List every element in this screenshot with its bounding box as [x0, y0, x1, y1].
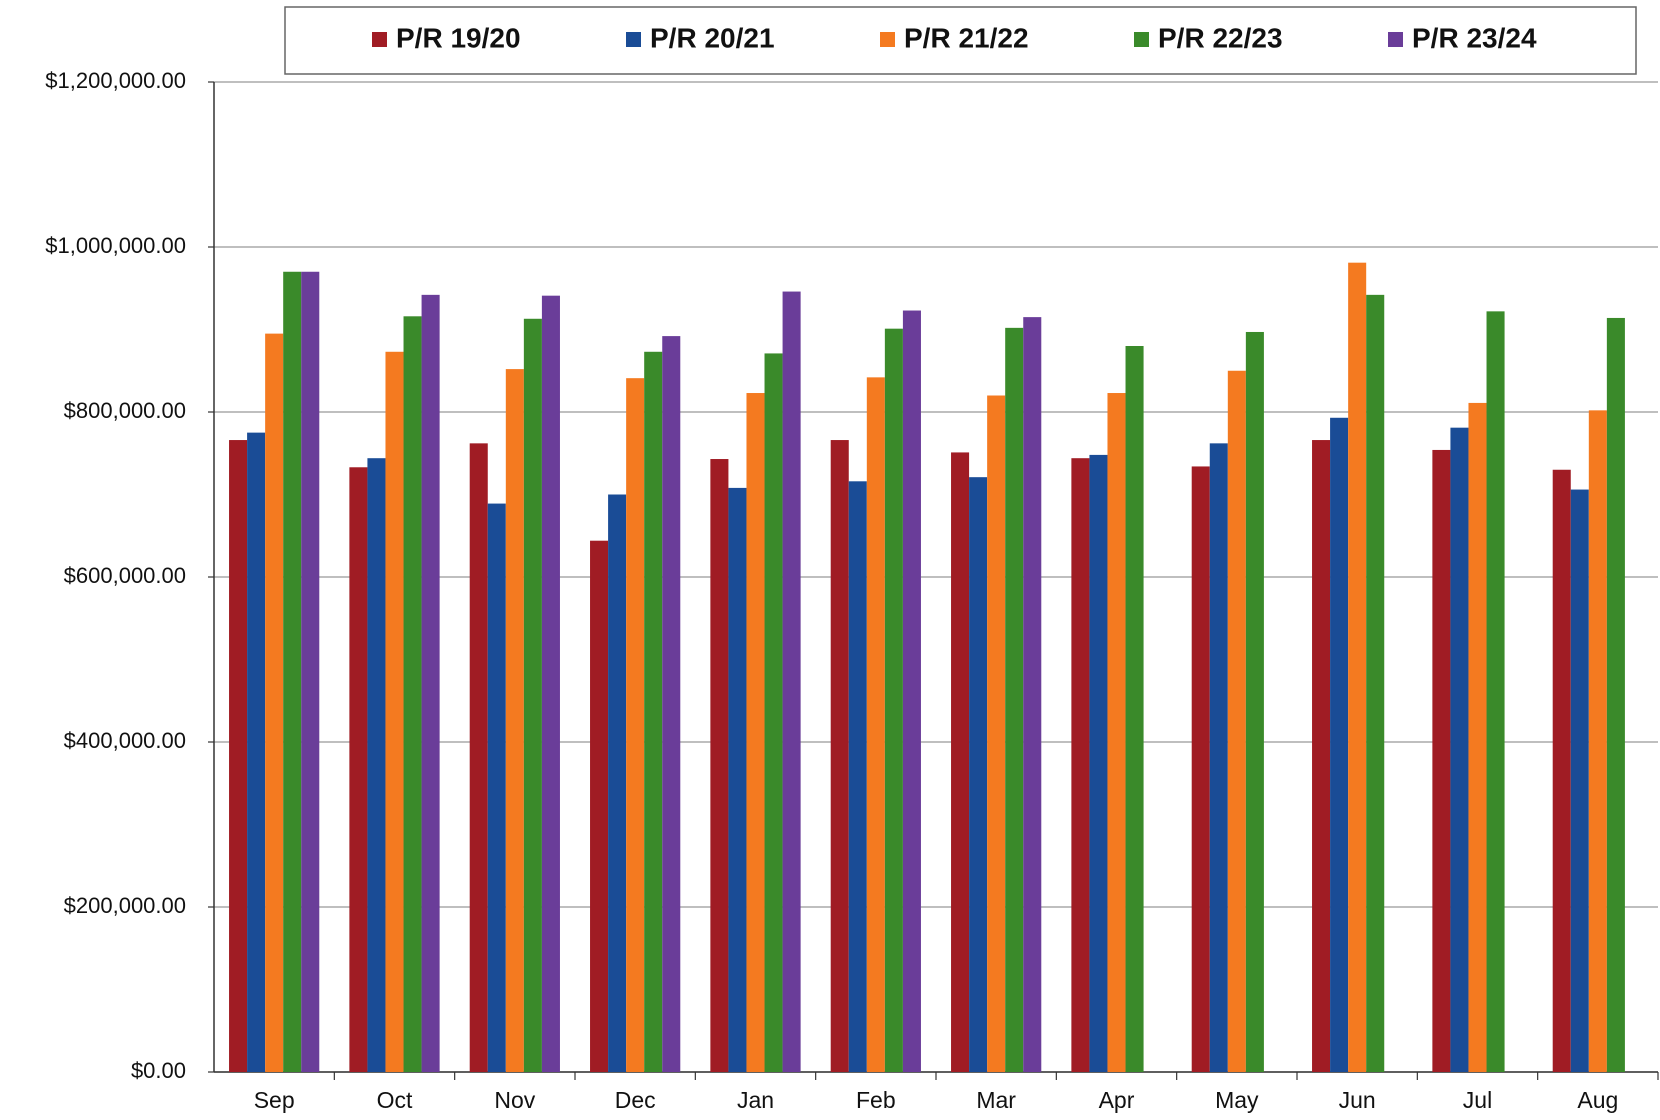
bar: [1468, 402, 1487, 1072]
x-tick-label: Nov: [494, 1087, 535, 1113]
bar: [1486, 311, 1505, 1073]
bar: [469, 443, 488, 1073]
bar: [505, 369, 524, 1073]
y-tick-label: $1,200,000.00: [45, 68, 186, 93]
bar: [1570, 489, 1589, 1072]
x-tick-label: Jul: [1463, 1087, 1492, 1113]
x-tick-label: Aug: [1577, 1087, 1618, 1113]
bar: [644, 351, 663, 1072]
bar: [782, 291, 801, 1072]
bar: [1450, 427, 1469, 1072]
y-tick-label: $1,000,000.00: [45, 233, 186, 258]
bar: [487, 503, 506, 1072]
legend-marker: [880, 32, 895, 47]
bar: [523, 318, 542, 1072]
x-tick-label: May: [1215, 1087, 1259, 1113]
bar: [969, 477, 988, 1072]
bar: [1245, 331, 1264, 1073]
bar: [626, 378, 645, 1072]
bar: [590, 540, 609, 1072]
bar: [301, 271, 320, 1072]
bar: [403, 316, 422, 1072]
bar: [1089, 454, 1108, 1072]
bar: [1348, 262, 1367, 1072]
bar: [1125, 346, 1144, 1072]
y-tick-label: $200,000.00: [64, 893, 186, 918]
legend-label: P/R 20/21: [650, 22, 775, 53]
x-tick-label: Mar: [976, 1087, 1016, 1113]
bar: [1606, 317, 1625, 1072]
bar: [1552, 469, 1571, 1072]
bar: [884, 328, 903, 1072]
bar: [421, 294, 440, 1073]
bar: [1191, 466, 1210, 1072]
bar: [662, 336, 681, 1073]
x-tick-label: Dec: [615, 1087, 656, 1113]
bar: [951, 452, 970, 1072]
bar: [710, 459, 729, 1072]
legend-label: P/R 23/24: [1412, 22, 1537, 53]
x-tick-label: Jun: [1339, 1087, 1376, 1113]
legend-label: P/R 22/23: [1158, 22, 1283, 53]
bar: [1107, 393, 1126, 1072]
y-tick-label: $400,000.00: [64, 728, 186, 753]
bar: [1432, 449, 1451, 1072]
x-tick-label: Oct: [377, 1087, 413, 1113]
bar: [385, 351, 404, 1072]
y-tick-label: $800,000.00: [64, 398, 186, 423]
bar: [728, 487, 747, 1072]
y-tick-label: $0.00: [131, 1058, 186, 1083]
bar: [746, 393, 765, 1072]
bar: [541, 295, 560, 1072]
bar: [866, 377, 885, 1073]
legend-marker: [372, 32, 387, 47]
bar: [764, 353, 783, 1072]
bar: [1071, 458, 1090, 1072]
bar: [902, 310, 921, 1072]
bar: [1227, 370, 1246, 1072]
bar: [367, 458, 386, 1072]
x-tick-label: Feb: [856, 1087, 896, 1113]
legend-box: [284, 6, 1637, 75]
bar: [1330, 417, 1349, 1072]
bar: [608, 494, 627, 1072]
bar: [987, 395, 1006, 1072]
x-tick-label: Jan: [737, 1087, 774, 1113]
bar: [1588, 410, 1607, 1073]
legend-label: P/R 21/22: [904, 22, 1029, 53]
bar: [1023, 317, 1042, 1072]
legend-label: P/R 19/20: [396, 22, 521, 53]
bar: [1209, 443, 1228, 1073]
bar: [830, 440, 849, 1072]
bar: [349, 467, 368, 1072]
legend-marker: [1134, 32, 1149, 47]
y-tick-label: $600,000.00: [64, 563, 186, 588]
legend-marker: [626, 32, 641, 47]
x-tick-label: Apr: [1099, 1087, 1135, 1113]
x-tick-label: Sep: [254, 1087, 295, 1113]
bar: [247, 432, 266, 1072]
bar: [283, 271, 302, 1072]
bar: [1005, 327, 1024, 1073]
bar: [229, 440, 248, 1072]
bar: [1366, 294, 1385, 1073]
bar: [1312, 440, 1331, 1072]
bar: [265, 333, 284, 1072]
bar: [848, 481, 867, 1072]
legend-marker: [1388, 32, 1403, 47]
